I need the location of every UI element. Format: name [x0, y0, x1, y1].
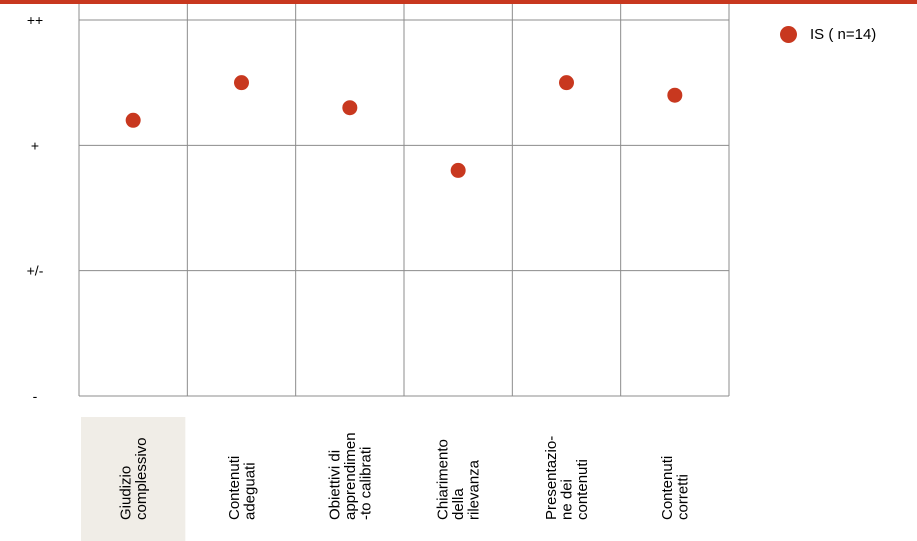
data-point: [450, 162, 466, 178]
y-tick-label: +/-: [27, 263, 44, 279]
data-point: [559, 75, 574, 91]
y-axis-tick-labels: -+/-+++: [27, 12, 44, 404]
category-highlight: [81, 417, 186, 541]
category-label-line: Contenuti: [659, 456, 676, 520]
category-label-line: apprendimen: [342, 432, 359, 520]
x-axis-category-labels: Giudiziocomplessivo Contenutiadeguati Obie…: [117, 432, 691, 520]
svg-text:Contenuticorretti: Contenuticorretti: [659, 456, 692, 520]
top-accent-bar: [0, 0, 917, 4]
category-label-line: della: [450, 488, 467, 520]
category-label-line: Presentazio-: [543, 436, 560, 520]
legend-label: IS ( n=14): [810, 26, 877, 43]
x-category-label: Obiettivi diapprendimen-to calibrati: [326, 432, 374, 520]
y-tick-label: ++: [27, 12, 43, 28]
y-tick-label: +: [31, 137, 39, 153]
svg-text:Giudiziocomplessivo: Giudiziocomplessivo: [117, 437, 150, 520]
category-label-line: Obiettivi di: [326, 450, 343, 520]
category-label-line: complessivo: [133, 437, 150, 520]
grid: [78, 4, 730, 541]
category-label-line: Chiarimento: [435, 439, 452, 520]
data-point: [342, 100, 358, 116]
category-label-line: corretti: [675, 474, 692, 520]
legend-marker: [780, 26, 797, 43]
x-category-label: Contenutiadeguati: [226, 456, 259, 520]
data-points: [125, 75, 683, 178]
category-label-line: -to calibrati: [357, 447, 374, 520]
svg-text:Chiarimentodellarilevanza: Chiarimentodellarilevanza: [435, 439, 483, 520]
svg-text:Presentazio-ne deicontenuti: Presentazio-ne deicontenuti: [543, 436, 591, 520]
x-category-label: Contenuticorretti: [659, 456, 692, 520]
x-category-label: Giudiziocomplessivo: [117, 437, 150, 520]
category-label-line: contenuti: [574, 459, 591, 520]
x-category-label: Chiarimentodellarilevanza: [435, 439, 483, 520]
category-label-line: Contenuti: [226, 456, 243, 520]
y-tick-label: -: [33, 388, 38, 404]
x-category-label: Presentazio-ne deicontenuti: [543, 436, 591, 520]
data-point: [125, 112, 141, 128]
category-label-line: rilevanza: [466, 459, 483, 520]
data-point: [667, 87, 683, 103]
category-label-line: Giudizio: [117, 466, 134, 520]
svg-text:Contenutiadeguati: Contenutiadeguati: [226, 456, 259, 520]
data-point: [234, 75, 249, 91]
svg-text:Obiettivi diapprendimen-to cal: Obiettivi diapprendimen-to calibrati: [326, 432, 374, 520]
legend: IS ( n=14): [780, 26, 876, 43]
category-label-line: adeguati: [241, 462, 258, 520]
category-label-line: ne dei: [559, 479, 576, 520]
